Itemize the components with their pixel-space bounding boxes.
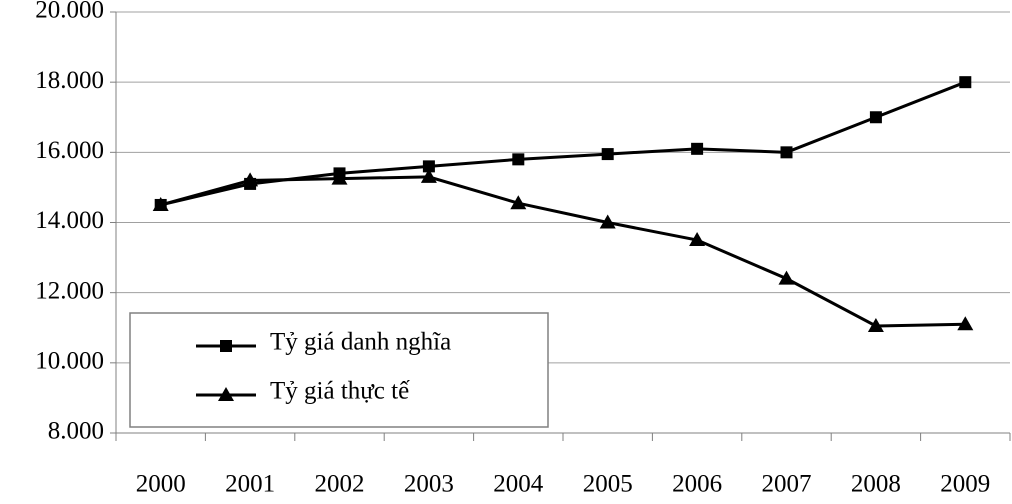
- marker: [218, 387, 234, 401]
- y-tick-label: 8.000: [48, 418, 104, 445]
- marker: [420, 168, 437, 183]
- marker: [422, 160, 435, 173]
- y-tick-label: 16.000: [35, 137, 104, 164]
- y-tick-label: 20.000: [35, 0, 104, 24]
- y-tick-label: 10.000: [35, 348, 104, 375]
- y-tick-label: 14.000: [35, 207, 104, 234]
- marker: [512, 153, 525, 166]
- marker: [242, 172, 259, 187]
- marker: [778, 270, 795, 285]
- x-tick-label: 2008: [851, 471, 901, 498]
- x-tick-label: 2003: [404, 471, 454, 498]
- x-tick-label: 2007: [762, 471, 812, 498]
- marker: [599, 214, 616, 229]
- x-tick-label: 2000: [136, 471, 186, 498]
- x-tick-label: 2005: [583, 471, 633, 498]
- marker: [331, 170, 348, 185]
- x-tick-label: 2004: [493, 471, 544, 498]
- marker: [959, 76, 972, 89]
- marker: [601, 148, 614, 161]
- marker: [152, 196, 169, 211]
- marker: [220, 340, 232, 352]
- x-tick-label: 2001: [225, 471, 275, 498]
- marker: [780, 146, 793, 159]
- x-tick-label: 2002: [315, 471, 365, 498]
- marker: [867, 317, 884, 332]
- marker: [510, 195, 527, 210]
- legend-label: Tỷ giá thực tế: [270, 378, 410, 405]
- x-tick-label: 2006: [672, 471, 722, 498]
- y-tick-label: 18.000: [35, 67, 104, 94]
- legend-box: [129, 312, 549, 428]
- y-tick-label: 12.000: [35, 277, 104, 304]
- marker: [691, 142, 704, 155]
- series-line: [160, 80, 966, 207]
- x-tick-label: 2009: [940, 471, 990, 498]
- marker: [957, 316, 974, 331]
- series-line: [160, 175, 966, 328]
- legend-label: Tỷ giá danh nghĩa: [270, 329, 451, 356]
- marker: [689, 232, 706, 247]
- marker: [869, 111, 882, 124]
